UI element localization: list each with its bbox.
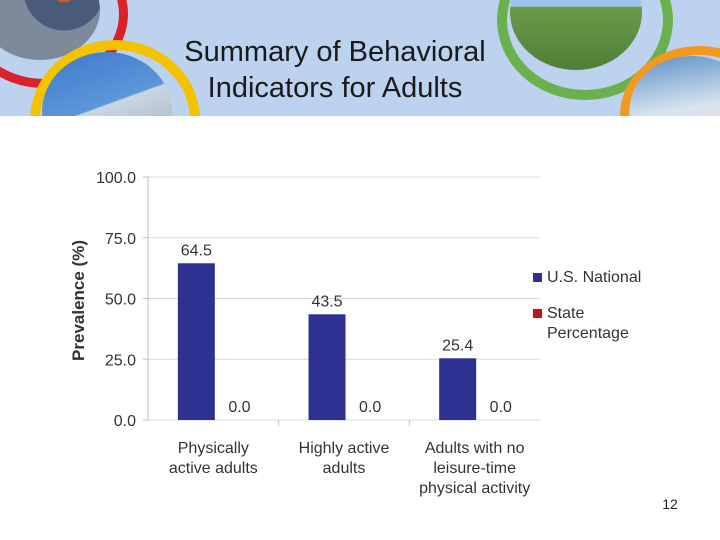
data-label: 0.0 <box>490 399 512 416</box>
legend-line: U.S. National <box>547 269 642 286</box>
y-tick-label: 0.0 <box>114 413 136 430</box>
x-category-label: active adults <box>169 460 258 477</box>
x-category-label: Adults with no <box>425 440 525 457</box>
x-category-label: Highly active <box>299 440 390 457</box>
y-tick-label: 75.0 <box>105 231 136 248</box>
data-label: 25.4 <box>442 337 473 354</box>
x-category-label: leisure-time <box>433 460 516 477</box>
y-tick-label: 100.0 <box>96 170 136 187</box>
bar-us-national <box>308 314 346 420</box>
slide-title: Summary of Behavioral Indicators for Adu… <box>140 34 530 106</box>
legend-item-us-national: U.S. National <box>533 268 713 288</box>
header-banner: Summary of Behavioral Indicators for Adu… <box>0 0 720 116</box>
legend-label-state: State Percentage <box>547 304 629 344</box>
legend-swatch-us-national <box>533 273 542 282</box>
y-tick-label: 25.0 <box>105 352 136 369</box>
x-category-label: adults <box>323 460 366 477</box>
bar-us-national <box>177 263 215 420</box>
legend-item-state: State Percentage <box>533 304 713 344</box>
y-tick-label: 50.0 <box>105 292 136 309</box>
bar-chart: 0.0 25.0 50.0 75.0 100.0 Prevalence (%) 64.5 0.… <box>69 170 540 497</box>
data-label: 43.5 <box>311 293 342 310</box>
x-category-label: Physically <box>178 440 249 457</box>
bar-us-national <box>439 358 477 420</box>
chart-legend: U.S. National State Percentage <box>533 268 713 352</box>
data-label: 64.5 <box>181 242 212 259</box>
page-number: 12 <box>662 496 678 512</box>
data-label: 0.0 <box>228 399 250 416</box>
legend-label-us-national: U.S. National <box>547 268 641 288</box>
x-category-label: physical activity <box>419 480 530 497</box>
title-line-2: Indicators for Adults <box>207 72 463 104</box>
legend-line: Percentage <box>547 325 629 342</box>
legend-swatch-state <box>533 309 542 318</box>
legend-line: State <box>547 305 585 322</box>
title-line-1: Summary of Behavioral <box>184 36 486 68</box>
y-axis-title: Prevalence (%) <box>69 240 88 361</box>
data-label: 0.0 <box>359 399 381 416</box>
